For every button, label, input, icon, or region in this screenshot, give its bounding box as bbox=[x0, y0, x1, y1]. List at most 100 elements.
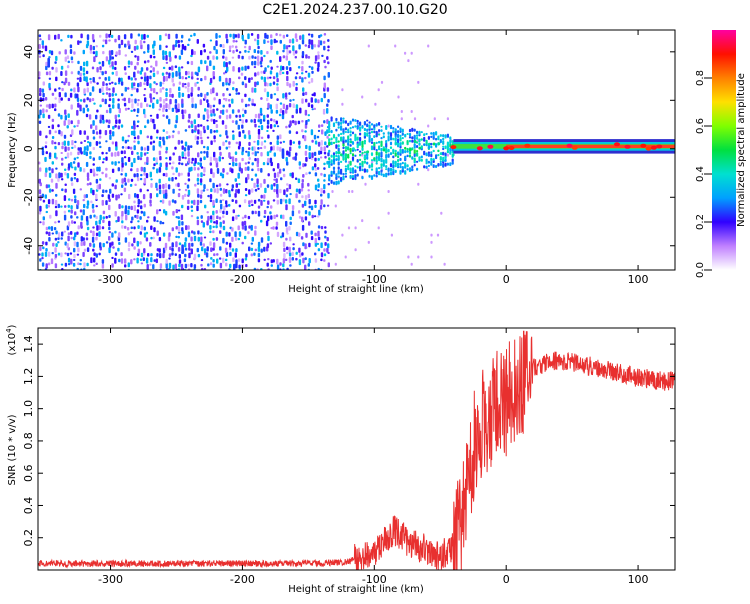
heatmap-cell bbox=[449, 139, 452, 145]
heatmap-cell bbox=[190, 161, 194, 164]
heatmap-cell bbox=[190, 248, 193, 255]
heatmap-cell bbox=[44, 156, 47, 162]
heatmap-cell bbox=[197, 94, 200, 97]
heatmap-cell bbox=[307, 102, 311, 108]
heatmap-cell bbox=[397, 133, 400, 138]
heatmap-cell bbox=[89, 155, 92, 159]
heatmap-cell bbox=[136, 177, 140, 182]
heatmap-cell bbox=[408, 148, 412, 152]
heatmap-cell bbox=[317, 157, 320, 161]
heatmap-cell bbox=[156, 70, 159, 75]
heatmap-cell bbox=[279, 134, 282, 140]
heatmap-cell bbox=[245, 119, 248, 123]
heatmap-frame bbox=[37, 29, 676, 271]
heatmap-cell bbox=[190, 92, 193, 97]
heatmap-cell bbox=[133, 258, 136, 261]
heatmap-cell bbox=[347, 128, 350, 132]
heatmap-cell bbox=[313, 151, 317, 156]
heatmap-cell bbox=[200, 236, 203, 243]
heatmap-cell bbox=[356, 159, 359, 163]
heatmap-cell bbox=[172, 130, 175, 133]
heatmap-cell bbox=[347, 226, 351, 230]
snr-y-axis-label: SNR (10 * v/v) bbox=[7, 414, 18, 485]
heatmap-cell bbox=[235, 40, 238, 43]
heatmap-cell bbox=[188, 167, 191, 173]
heatmap-cell bbox=[234, 151, 238, 155]
heatmap-cell bbox=[96, 82, 99, 85]
heatmap-cell bbox=[92, 77, 95, 83]
heatmap-cell bbox=[149, 54, 153, 59]
heatmap-cell bbox=[107, 194, 111, 199]
heatmap-cell bbox=[301, 129, 304, 133]
heatmap-cell bbox=[48, 82, 51, 89]
heatmap-cell bbox=[177, 39, 180, 44]
heatmap-cell bbox=[257, 61, 260, 66]
heatmap-cell bbox=[51, 118, 55, 122]
heatmap-cell bbox=[378, 122, 381, 126]
heatmap-cell bbox=[206, 220, 209, 226]
heatmap-cell bbox=[286, 70, 289, 75]
heatmap-cell bbox=[167, 235, 171, 242]
heatmap-cell bbox=[47, 199, 51, 205]
heatmap-cell bbox=[124, 146, 128, 150]
heatmap-cell bbox=[71, 220, 74, 224]
heatmap-cell bbox=[167, 33, 171, 40]
heatmap-cell bbox=[55, 55, 58, 61]
heatmap-cell bbox=[111, 193, 115, 198]
heatmap-cell bbox=[104, 39, 108, 45]
heatmap-cell bbox=[243, 134, 247, 139]
heatmap-cell bbox=[85, 70, 89, 75]
heatmap-cell bbox=[266, 97, 269, 102]
heatmap-cell bbox=[442, 163, 445, 168]
heatmap-cell bbox=[77, 262, 80, 266]
heatmap-cell bbox=[178, 263, 181, 268]
heatmap-cell bbox=[101, 161, 105, 164]
heatmap-cell bbox=[317, 178, 320, 182]
heatmap-cell bbox=[137, 198, 140, 205]
heatmap-cell bbox=[150, 87, 153, 92]
heatmap-cell bbox=[247, 65, 250, 70]
heatmap-cell bbox=[114, 252, 118, 256]
heatmap-cell bbox=[66, 65, 70, 69]
heatmap-cell bbox=[156, 253, 159, 257]
heatmap-cell bbox=[366, 169, 369, 173]
heatmap-cell bbox=[64, 49, 67, 55]
heatmap-cell bbox=[212, 259, 215, 263]
heatmap-cell bbox=[73, 221, 76, 224]
heatmap-cell bbox=[95, 193, 98, 200]
heatmap-cell bbox=[140, 269, 142, 270]
heatmap-cell bbox=[210, 247, 213, 252]
heatmap-cell bbox=[304, 150, 308, 156]
heatmap-cell bbox=[276, 199, 279, 205]
heatmap-cell bbox=[228, 145, 231, 149]
heatmap-cell bbox=[95, 114, 98, 120]
heatmap-cell bbox=[95, 232, 99, 237]
heatmap-cell bbox=[231, 120, 235, 123]
heatmap-cell bbox=[508, 146, 515, 150]
heatmap-cell bbox=[45, 71, 49, 76]
heatmap-cell bbox=[60, 263, 64, 266]
heatmap-cell bbox=[235, 259, 238, 265]
heatmap-cell bbox=[330, 137, 333, 141]
heatmap-cell bbox=[304, 109, 308, 116]
heatmap-cell bbox=[232, 39, 235, 43]
heatmap-cell bbox=[404, 133, 407, 138]
heatmap-cell bbox=[130, 231, 133, 234]
heatmap-cell bbox=[444, 145, 447, 150]
heatmap-cell bbox=[136, 173, 139, 178]
heatmap-cell bbox=[235, 141, 238, 145]
heatmap-cell bbox=[115, 119, 118, 124]
heatmap-cell bbox=[389, 163, 393, 168]
heatmap-cell bbox=[169, 156, 172, 161]
heatmap-cell bbox=[279, 70, 282, 76]
heatmap-cell bbox=[327, 183, 330, 186]
heatmap-cell bbox=[253, 66, 257, 69]
heatmap-cell bbox=[79, 259, 82, 262]
heatmap-cell bbox=[273, 178, 276, 181]
heatmap-cell bbox=[337, 133, 340, 137]
heatmap-cell bbox=[66, 252, 70, 257]
heatmap-cell bbox=[112, 125, 115, 130]
heatmap-cell bbox=[57, 33, 60, 40]
heatmap-cell bbox=[266, 114, 269, 118]
heatmap-cell bbox=[41, 193, 45, 198]
